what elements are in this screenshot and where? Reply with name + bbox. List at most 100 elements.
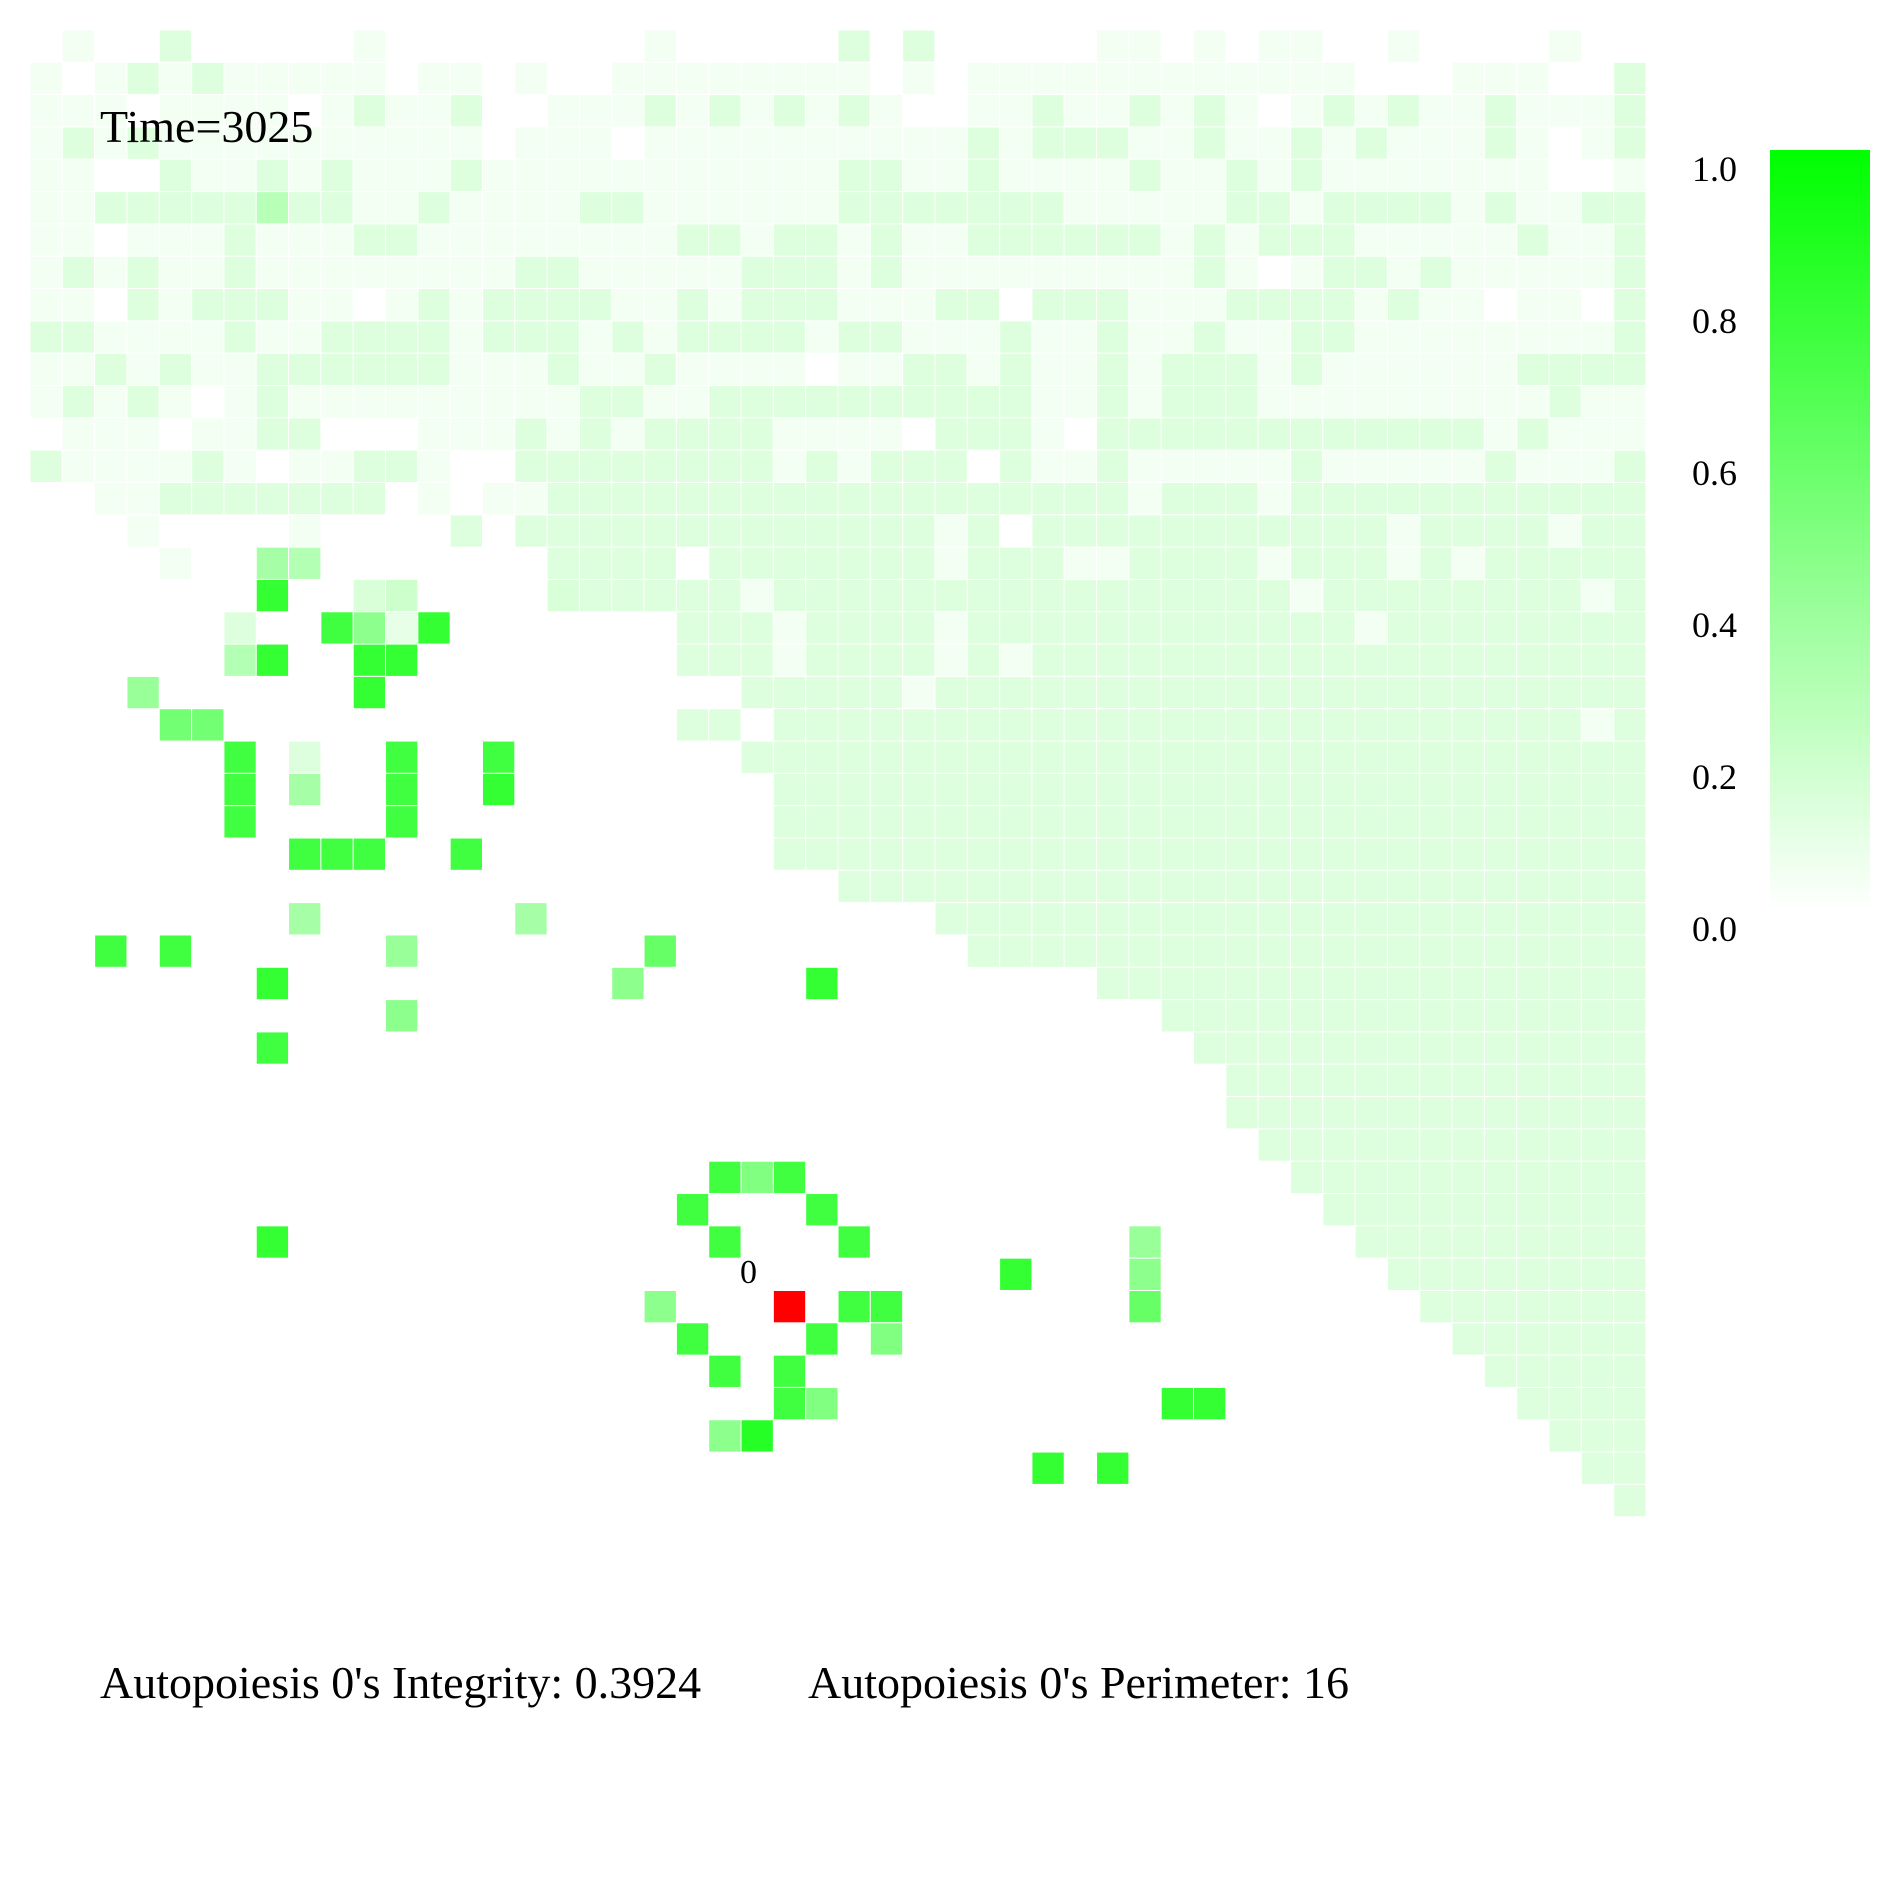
heatmap-cell: [1063, 611, 1098, 645]
heatmap-cell: [1128, 158, 1162, 193]
heatmap-cell: [1451, 223, 1485, 257]
heatmap-cell: [1580, 320, 1615, 354]
heatmap-cell: [449, 288, 483, 322]
heatmap-cell: [1483, 255, 1518, 290]
heatmap-cell: [320, 449, 354, 483]
heatmap-cell: [805, 158, 839, 193]
heatmap-cell: [1386, 708, 1421, 742]
heatmap-cell: [1257, 481, 1291, 516]
heatmap-cell: [223, 611, 257, 645]
heatmap-cell: [1580, 546, 1615, 580]
heatmap-cell: [708, 1419, 742, 1453]
heatmap-cell: [934, 837, 968, 871]
heatmap-cell: [1257, 902, 1291, 936]
heatmap-cell: [1613, 837, 1647, 871]
heatmap-cell: [1580, 385, 1615, 419]
heatmap-cell: [934, 578, 968, 613]
heatmap-cell: [1128, 1289, 1162, 1324]
heatmap-cell: [999, 837, 1033, 871]
heatmap-cell: [1580, 223, 1615, 257]
heatmap-cell: [223, 320, 257, 354]
heatmap-cell: [255, 191, 290, 225]
heatmap-cell: [1580, 643, 1615, 677]
heatmap-cell: [1160, 352, 1195, 387]
heatmap-cell: [1354, 288, 1388, 322]
heatmap-cell: [1516, 805, 1550, 839]
heatmap-cell: [61, 223, 96, 257]
heatmap-cell: [1483, 902, 1518, 936]
heatmap-cell: [740, 94, 774, 128]
heatmap-cell: [417, 126, 451, 160]
heatmap-cell: [1225, 708, 1259, 742]
heatmap-cell: [675, 126, 710, 160]
heatmap-cell: [1419, 94, 1453, 128]
heatmap-cell: [1031, 417, 1065, 451]
heatmap-cell: [902, 481, 936, 516]
heatmap-cell: [1031, 288, 1065, 322]
heatmap-cell: [1419, 126, 1453, 160]
heatmap-cell: [385, 288, 419, 322]
heatmap-cell: [255, 578, 290, 613]
heatmap-cell: [94, 352, 128, 387]
heatmap-cell: [1580, 708, 1615, 742]
heatmap-cell: [417, 417, 451, 451]
heatmap-cell: [1354, 1063, 1388, 1098]
heatmap-cell: [1354, 708, 1388, 742]
heatmap-cell: [740, 1419, 774, 1453]
heatmap-cell: [1548, 1096, 1582, 1130]
heatmap-cell: [449, 385, 483, 419]
heatmap-cell: [611, 94, 645, 128]
heatmap-cell: [1225, 740, 1259, 774]
heatmap-cell: [546, 94, 580, 128]
heatmap-cell: [934, 902, 968, 936]
heatmap-cell: [352, 449, 387, 483]
heatmap-cell: [1451, 126, 1485, 160]
heatmap-cell: [1613, 352, 1647, 387]
heatmap-cell: [772, 643, 807, 677]
heatmap-cell: [1160, 611, 1195, 645]
heatmap-cell: [1096, 385, 1130, 419]
heatmap-cell: [1548, 481, 1582, 516]
heatmap-cell: [1289, 288, 1324, 322]
colorbar-tick-label: 0.0: [1692, 909, 1737, 949]
heatmap-cell: [837, 288, 871, 322]
heatmap-cell: [29, 126, 63, 160]
heatmap-cell: [255, 417, 290, 451]
heatmap-cell: [1548, 29, 1582, 63]
heatmap-cell: [772, 385, 807, 419]
heatmap-cell: [158, 29, 193, 63]
heatmap-cell: [1548, 805, 1582, 839]
heatmap-cell: [1386, 352, 1421, 387]
heatmap-cell: [578, 288, 613, 322]
heatmap-cell: [1419, 481, 1453, 516]
heatmap-cell: [1548, 611, 1582, 645]
heatmap-cell: [1225, 869, 1259, 904]
heatmap-cell: [708, 708, 742, 742]
heatmap-cell: [1386, 449, 1421, 483]
heatmap-cell: [1354, 449, 1388, 483]
heatmap-cell: [805, 61, 839, 96]
heatmap-cell: [1516, 126, 1550, 160]
heatmap-cell: [1386, 1257, 1421, 1291]
heatmap-cell: [999, 675, 1033, 710]
heatmap-cell: [966, 191, 1001, 225]
heatmap-cell: [1483, 1225, 1518, 1259]
heatmap-cell: [1580, 772, 1615, 807]
heatmap-cell: [837, 837, 871, 871]
heatmap-cell: [481, 320, 516, 354]
heatmap-cell: [1031, 320, 1065, 354]
heatmap-cell: [1386, 1193, 1421, 1227]
heatmap-cell: [94, 449, 128, 483]
heatmap-cell: [1516, 966, 1550, 1001]
heatmap-cell: [61, 158, 96, 193]
heatmap-cell: [1451, 1063, 1485, 1098]
heatmap-cell: [546, 481, 580, 516]
heatmap-cell: [126, 385, 160, 419]
heatmap-cell: [578, 158, 613, 193]
heatmap-cell: [1322, 417, 1356, 451]
heatmap-cell: [481, 158, 516, 193]
heatmap-cell: [643, 61, 677, 96]
heatmap-cell: [1257, 352, 1291, 387]
heatmap-cell: [61, 417, 96, 451]
heatmap-cell: [1322, 1128, 1356, 1162]
